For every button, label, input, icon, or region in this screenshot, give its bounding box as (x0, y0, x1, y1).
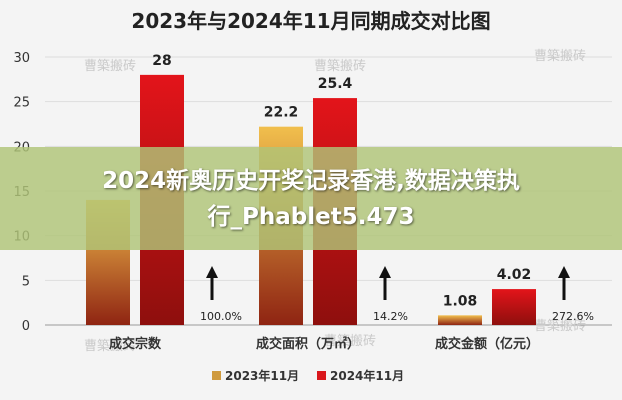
value-label: 25.4 (318, 76, 353, 92)
overlay-banner: 2024新奥历史开奖记录香港,数据决策执 行_Phablet5.473 (0, 147, 622, 250)
value-labels: 28 22.2 25.4 1.08 4.02 (152, 53, 531, 309)
category-label: 成交金额（亿元） (435, 336, 539, 352)
overlay-line-2: 行_Phablet5.473 (207, 203, 415, 230)
category-labels: 成交宗数 成交面积（万㎡） 成交金额（亿元） (109, 336, 539, 352)
value-label: 22.2 (264, 105, 299, 121)
legend-label: 2024年11月 (330, 368, 404, 383)
watermark-text: 曹築搬砖 (84, 59, 136, 74)
growth-percentage: 272.6% (552, 310, 594, 323)
up-arrow-icon (379, 266, 391, 278)
y-tick-label: 30 (13, 51, 30, 66)
up-arrow-icon (206, 266, 218, 278)
y-tick-label: 5 (22, 274, 30, 289)
growth-percentage: 14.2% (373, 310, 408, 323)
category-label: 成交宗数 (109, 336, 162, 352)
bar-2023 (438, 315, 482, 325)
value-label: 1.08 (443, 293, 478, 309)
watermark-text: 曹築搬砖 (314, 59, 366, 74)
watermark-text: 曹築搬砖 (534, 49, 586, 64)
y-tick-label: 0 (22, 319, 30, 334)
y-tick-label: 25 (13, 96, 30, 111)
bar-2024 (492, 289, 536, 325)
value-label: 28 (152, 53, 171, 69)
growth-indicators: 100.0% 14.2% 272.6% (200, 266, 594, 323)
watermark-text: 曹築搬砖 (534, 319, 586, 334)
value-label: 4.02 (497, 267, 532, 283)
growth-percentage: 100.0% (200, 310, 242, 323)
chart-title: 2023年与2024年11月同期成交对比图 (131, 9, 490, 33)
legend-label: 2023年11月 (225, 368, 299, 383)
watermark-text: 曹築搬砖 (84, 339, 136, 354)
legend: 2023年11月 2024年11月 (212, 368, 404, 383)
overlay-line-1: 2024新奥历史开奖记录香港,数据决策执 (102, 167, 520, 194)
up-arrow-icon (558, 266, 570, 278)
legend-swatch (212, 371, 221, 380)
category-label: 成交面积（万㎡） (256, 336, 360, 352)
watermark-text: 曹築搬砖 (324, 334, 376, 349)
legend-swatch (317, 371, 326, 380)
